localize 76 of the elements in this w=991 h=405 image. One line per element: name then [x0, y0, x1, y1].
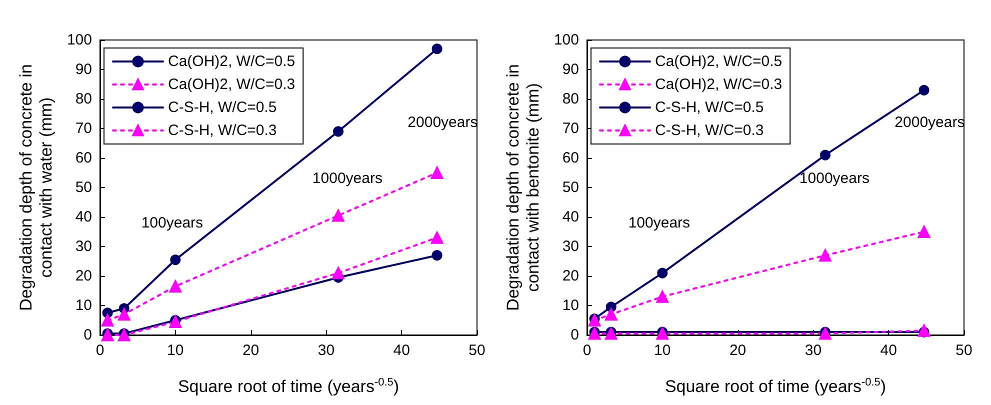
point [819, 249, 832, 262]
x-tick-label: 10 [654, 342, 671, 359]
annotation: 100years [141, 214, 204, 232]
y-tick-label: 60 [562, 150, 579, 166]
legend-label: Ca(OH)2, W/C=0.3 [655, 76, 782, 93]
y-tick-label: 50 [75, 179, 92, 196]
y-tick-label: 30 [75, 238, 92, 255]
legend-label: C-S-H, W/C=0.5 [168, 99, 277, 116]
point [432, 250, 442, 261]
point [101, 328, 114, 342]
y-tick-label: 80 [75, 90, 92, 108]
y-tick-label: 10 [562, 297, 579, 314]
y-tick-label: 40 [75, 208, 92, 226]
x-tick-label: 40 [393, 342, 410, 359]
point [332, 209, 345, 222]
y-tick-label: 100 [66, 32, 92, 48]
y-axis-title: Degradation depth of concrete in contact with water (mm) [16, 64, 56, 311]
y-tick-label: 20 [562, 268, 579, 284]
annotation: 2000years [894, 114, 965, 132]
x-tick-label: 10 [167, 342, 184, 359]
legend-label: Ca(OH)2, W/C=0.5 [655, 53, 782, 70]
y-axis-title: Degradation depth of concrete in contact with bentonite (mm) [504, 64, 542, 311]
x-tick-label: 50 [468, 342, 486, 359]
point [604, 327, 618, 340]
y-tick-label: 20 [75, 268, 92, 284]
point [656, 290, 669, 303]
point [819, 327, 832, 340]
point [332, 266, 345, 280]
point [170, 254, 181, 266]
point [333, 126, 344, 137]
annotation: 100years [628, 214, 690, 232]
point [169, 315, 182, 328]
y-tick-label: 90 [75, 61, 92, 78]
x-tick-label: 40 [880, 342, 897, 359]
point [604, 308, 618, 321]
point [169, 280, 182, 293]
point [430, 166, 444, 179]
y-tick-label: 60 [75, 150, 92, 166]
point [657, 268, 668, 278]
y-tick-label: 0 [84, 326, 92, 344]
point [101, 314, 114, 326]
point [432, 44, 442, 54]
y-tick-label: 70 [75, 120, 92, 137]
point [118, 328, 130, 342]
legend-label: C-S-H, W/C=0.5 [655, 99, 764, 116]
y-tick-label: 100 [554, 32, 579, 48]
legend-label: C-S-H, W/C=0.3 [655, 122, 764, 139]
x-tick-label: 30 [804, 342, 822, 359]
point [656, 327, 669, 340]
x-tick-label: 20 [729, 342, 746, 359]
y-tick-label: 30 [562, 238, 579, 255]
legend-label: Ca(OH)2, W/C=0.5 [168, 53, 296, 70]
point [918, 84, 930, 96]
point [918, 324, 930, 337]
y-tick-label: 10 [75, 297, 92, 314]
x-tick-label: 50 [956, 342, 972, 359]
point [588, 327, 601, 340]
annotation: 1000years [312, 170, 382, 188]
y-tick-label: 40 [562, 208, 579, 226]
y-tick-label: 50 [562, 179, 579, 196]
annotation: 1000years [799, 170, 870, 188]
y-tick-label: 70 [562, 120, 579, 137]
y-tick-label: 0 [570, 326, 579, 344]
y-tick-label: 90 [562, 61, 579, 78]
x-tick-label: 30 [318, 342, 335, 359]
point [430, 231, 444, 244]
point [820, 150, 831, 160]
legend-label: Ca(OH)2, W/C=0.3 [168, 76, 296, 93]
y-tick-label: 80 [562, 90, 579, 108]
point [118, 308, 130, 321]
point [918, 226, 930, 238]
x-tick-label: 0 [96, 342, 104, 359]
x-tick-label: 20 [242, 342, 260, 359]
x-tick-label: 0 [582, 342, 592, 359]
legend-label: C-S-H, W/C=0.3 [168, 122, 277, 139]
annotation: 2000years [408, 114, 478, 132]
